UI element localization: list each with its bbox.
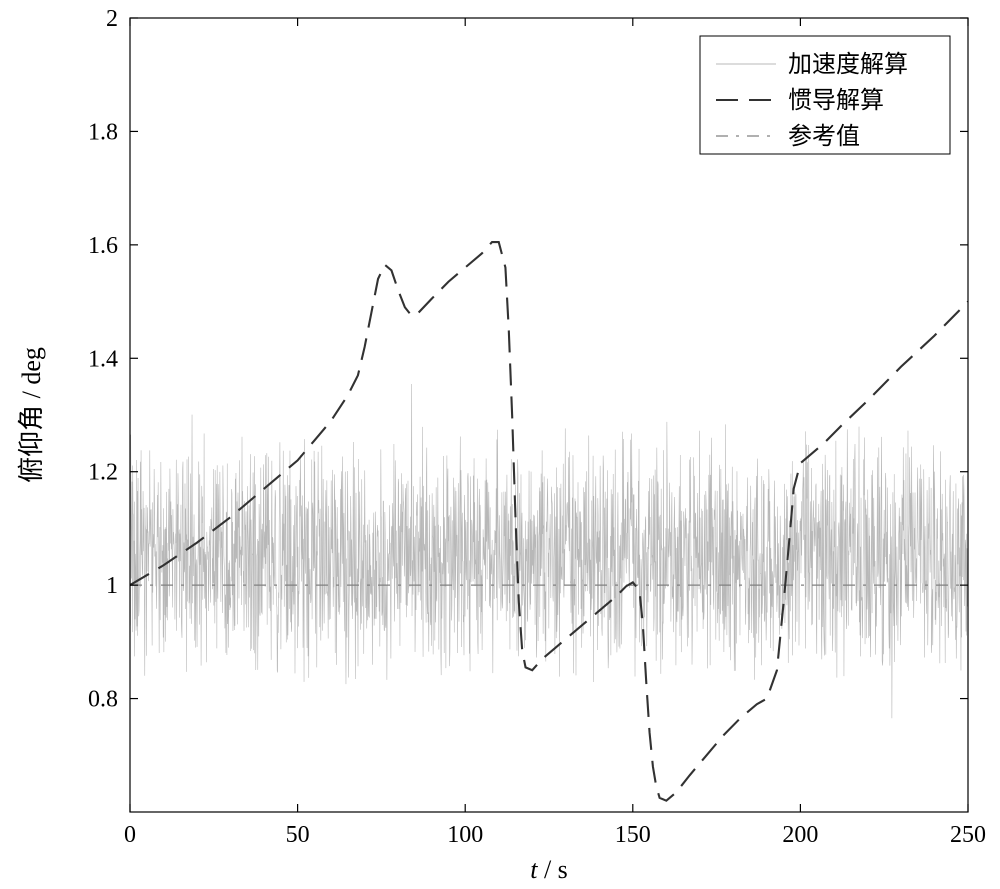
xtick-label: 0	[124, 822, 136, 848]
xtick-label: 250	[950, 822, 986, 848]
legend-item-inertial-label: 惯导解算	[788, 87, 884, 114]
legend-item-accel-label: 加速度解算	[788, 51, 908, 78]
xtick-label: 100	[447, 822, 483, 848]
legend-item-reference-label: 参考值	[788, 123, 860, 150]
ytick-label: 0.8	[88, 687, 118, 713]
ytick-label: 1.2	[88, 460, 118, 486]
legend: 加速度解算惯导解算参考值	[700, 36, 950, 154]
ytick-label: 1.6	[88, 233, 118, 259]
ytick-label: 1	[106, 573, 118, 599]
pitch-angle-chart: 0 50 100 150 200 250 0.8 1 1.2 1.4 1.6 1.8 2 t / s 俯仰角…	[0, 0, 1000, 889]
xtick-label: 150	[615, 822, 651, 848]
ytick-label: 2	[106, 6, 118, 32]
ytick-label: 1.8	[88, 119, 118, 145]
y-axis-label: 俯仰角 / deg	[17, 347, 46, 483]
xtick-label: 200	[782, 822, 818, 848]
xtick-label: 50	[286, 822, 310, 848]
ytick-label: 1.4	[88, 346, 118, 372]
x-axis-label: t / s	[530, 855, 568, 884]
chart-container: 0 50 100 150 200 250 0.8 1 1.2 1.4 1.6 1.8 2 t / s 俯仰角…	[0, 0, 1000, 889]
